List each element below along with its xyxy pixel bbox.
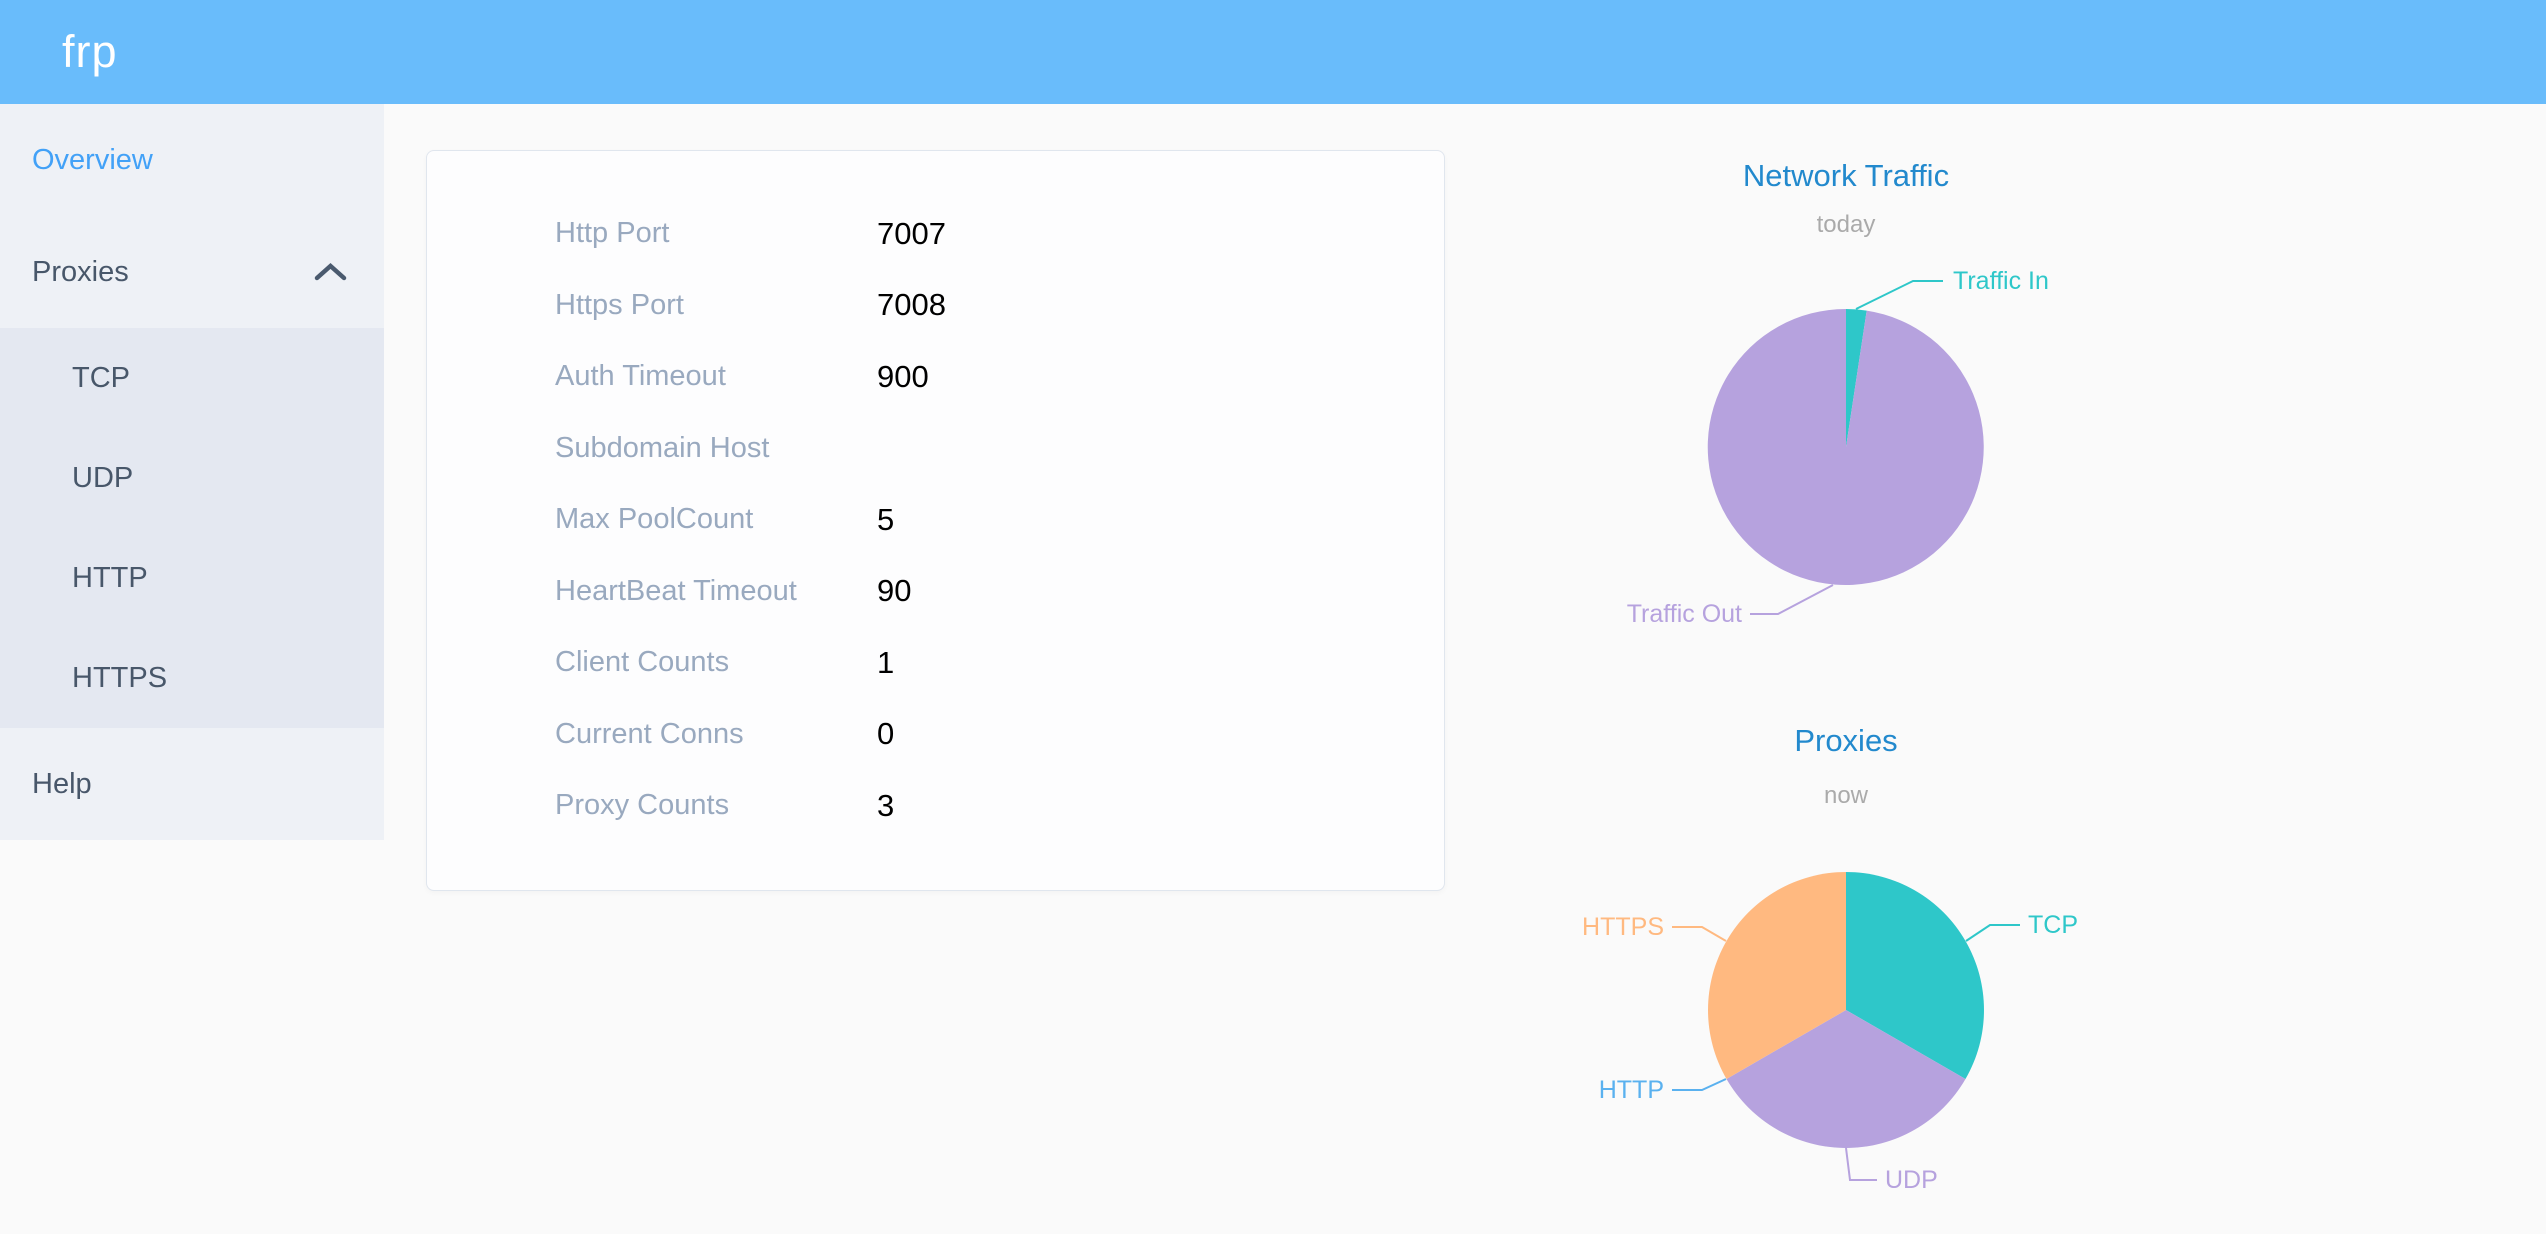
udp-label: UDP <box>1885 1166 1938 1194</box>
info-label: Auth Timeout <box>555 360 726 393</box>
proxies-pie: TCP UDP HTTP HTTPS <box>1582 872 2078 1194</box>
tcp-leader-line <box>1965 924 2020 942</box>
traffic-in-label: Traffic In <box>1953 267 2049 295</box>
info-label: Https Port <box>555 288 684 321</box>
info-row-subdomain-host: Subdomain Host <box>427 413 1444 485</box>
info-row-client-counts: Client Counts 1 <box>427 627 1444 699</box>
network-traffic-pie: Traffic In Traffic Out <box>1627 267 2049 628</box>
info-value: 7007 <box>877 215 946 251</box>
info-label: Client Counts <box>555 646 730 679</box>
traffic-out-leader-line <box>1750 584 1834 615</box>
chart-subtitle: today <box>1816 211 1876 238</box>
sidebar-item-label: HTTP <box>72 561 148 594</box>
info-row-heartbeat-timeout: HeartBeat Timeout 90 <box>427 556 1444 628</box>
info-label: Subdomain Host <box>555 431 770 464</box>
sidebar-item-label: HTTPS <box>72 661 168 694</box>
chart-title: Proxies <box>1794 723 1898 758</box>
https-leader-line <box>1672 926 1727 942</box>
chart-subtitle: now <box>1823 782 1869 809</box>
sidebar-item-udp[interactable]: UDP <box>0 428 384 528</box>
pie-slice-https[interactable] <box>1708 872 1846 1079</box>
info-row-https-port: Https Port 7008 <box>427 270 1444 342</box>
info-row-auth-timeout: Auth Timeout 900 <box>427 341 1444 413</box>
info-value: 1 <box>877 644 895 680</box>
server-info-card: Http Port 7007 Https Port 7008 Auth Time… <box>426 150 1445 891</box>
chevron-up-icon <box>313 262 348 282</box>
tcp-label: TCP <box>2028 911 2078 939</box>
pie-slice-traffic-in[interactable] <box>1846 309 1867 447</box>
sidebar-item-label: TCP <box>72 361 130 394</box>
info-label: HeartBeat Timeout <box>555 574 797 607</box>
chart-title: Network Traffic <box>1742 158 1950 193</box>
pie-slice-udp[interactable] <box>1726 1010 1966 1148</box>
app-header: frp <box>0 0 2546 104</box>
sidebar-item-label: UDP <box>72 461 134 494</box>
sidebar-item-overview[interactable]: Overview <box>0 104 384 216</box>
sidebar-item-http[interactable]: HTTP <box>0 528 384 628</box>
https-label: HTTPS <box>1582 913 1664 941</box>
http-leader-line <box>1672 1078 1727 1091</box>
info-label: Proxy Counts <box>555 789 730 822</box>
info-row-http-port: Http Port 7007 <box>427 198 1444 270</box>
info-label: Current Conns <box>555 717 744 750</box>
traffic-out-label: Traffic Out <box>1627 600 1742 628</box>
info-label: Max PoolCount <box>555 503 754 536</box>
pie-slice-tcp[interactable] <box>1846 872 1984 1079</box>
info-row-max-poolcount: Max PoolCount 5 <box>427 484 1444 556</box>
info-value: 5 <box>877 501 895 537</box>
info-value: 90 <box>877 573 912 609</box>
info-row-proxy-counts: Proxy Counts 3 <box>427 770 1444 842</box>
pie-slice-traffic-out[interactable] <box>1707 308 1984 585</box>
sidebar-item-label: Overview <box>32 143 153 176</box>
sidebar-item-https[interactable]: HTTPS <box>0 628 384 728</box>
sidebar-item-label: Help <box>32 767 92 800</box>
network-traffic-chart: Network Traffic today Traffic In Traffic… <box>1446 105 2246 680</box>
sidebar-item-help[interactable]: Help <box>0 728 384 840</box>
info-value: 0 <box>877 716 895 752</box>
traffic-in-leader-line <box>1855 280 1943 310</box>
proxies-chart: Proxies now TCP UDP HTTP HTTPS <box>1446 680 2246 1234</box>
info-value: 900 <box>877 358 929 394</box>
info-value: 7008 <box>877 287 946 323</box>
sidebar-submenu-proxies: TCP UDP HTTP HTTPS <box>0 328 384 728</box>
sidebar-item-tcp[interactable]: TCP <box>0 328 384 428</box>
app-logo: frp <box>62 26 118 77</box>
info-row-current-conns: Current Conns 0 <box>427 699 1444 771</box>
info-value: 3 <box>877 787 895 823</box>
sidebar-item-proxies[interactable]: Proxies <box>0 216 384 328</box>
sidebar: Overview Proxies TCP UDP HTTP HTTPS Help <box>0 104 384 840</box>
udp-leader-line <box>1845 1147 1877 1181</box>
sidebar-item-label: Proxies <box>32 255 129 288</box>
info-label: Http Port <box>555 217 670 250</box>
http-label: HTTP <box>1599 1076 1664 1104</box>
